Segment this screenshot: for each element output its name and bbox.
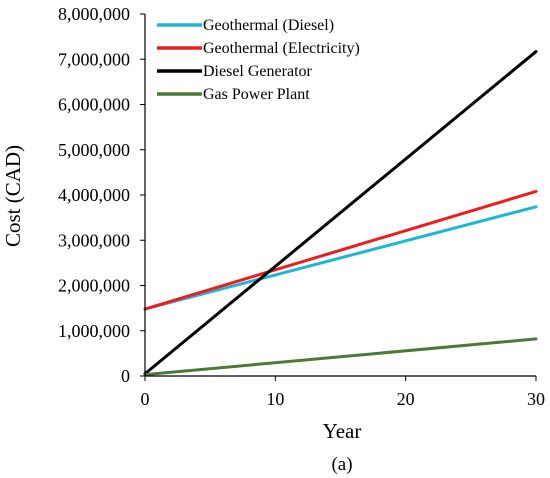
- y-tick-label: 8,000,000: [58, 4, 130, 24]
- series-line-geothermal-diesel: [143, 205, 538, 311]
- series-layer: [143, 50, 538, 377]
- legend: Geothermal (Diesel) Geothermal (Electrici…: [157, 17, 360, 103]
- chart-caption: (a): [331, 454, 352, 475]
- series-line-geothermal-electricity: [143, 189, 538, 311]
- series-line-diesel-generator: [143, 50, 538, 376]
- x-tick-label: 30: [527, 389, 545, 409]
- legend-label-geothermal-electricity: Geothermal (Electricity): [203, 40, 360, 57]
- x-tick-label: 0: [141, 389, 150, 409]
- y-tick-label: 2,000,000: [58, 276, 130, 296]
- y-tick-label: 6,000,000: [58, 95, 130, 115]
- axes: 0 1,000,000 2,000,000 3,000,000 4,000,000 5,0…: [58, 4, 545, 409]
- x-tick-label: 10: [266, 389, 284, 409]
- y-tick-label: 7,000,000: [58, 49, 130, 69]
- legend-label-geothermal-diesel: Geothermal (Diesel): [203, 17, 334, 34]
- y-tick-label: 5,000,000: [58, 140, 130, 160]
- x-axis-title: Year: [323, 419, 362, 443]
- y-tick-label: 1,000,000: [58, 321, 130, 341]
- y-tick-label: 4,000,000: [58, 185, 130, 205]
- x-tick-label: 20: [397, 389, 415, 409]
- y-axis-title: Cost (CAD): [1, 145, 25, 247]
- y-tick-label: 3,000,000: [58, 230, 130, 250]
- series-line-gas-power-plant: [143, 337, 538, 377]
- y-tick-label: 0: [121, 366, 130, 386]
- legend-label-diesel-generator: Diesel Generator: [203, 63, 313, 80]
- legend-label-gas-power-plant: Gas Power Plant: [203, 86, 310, 103]
